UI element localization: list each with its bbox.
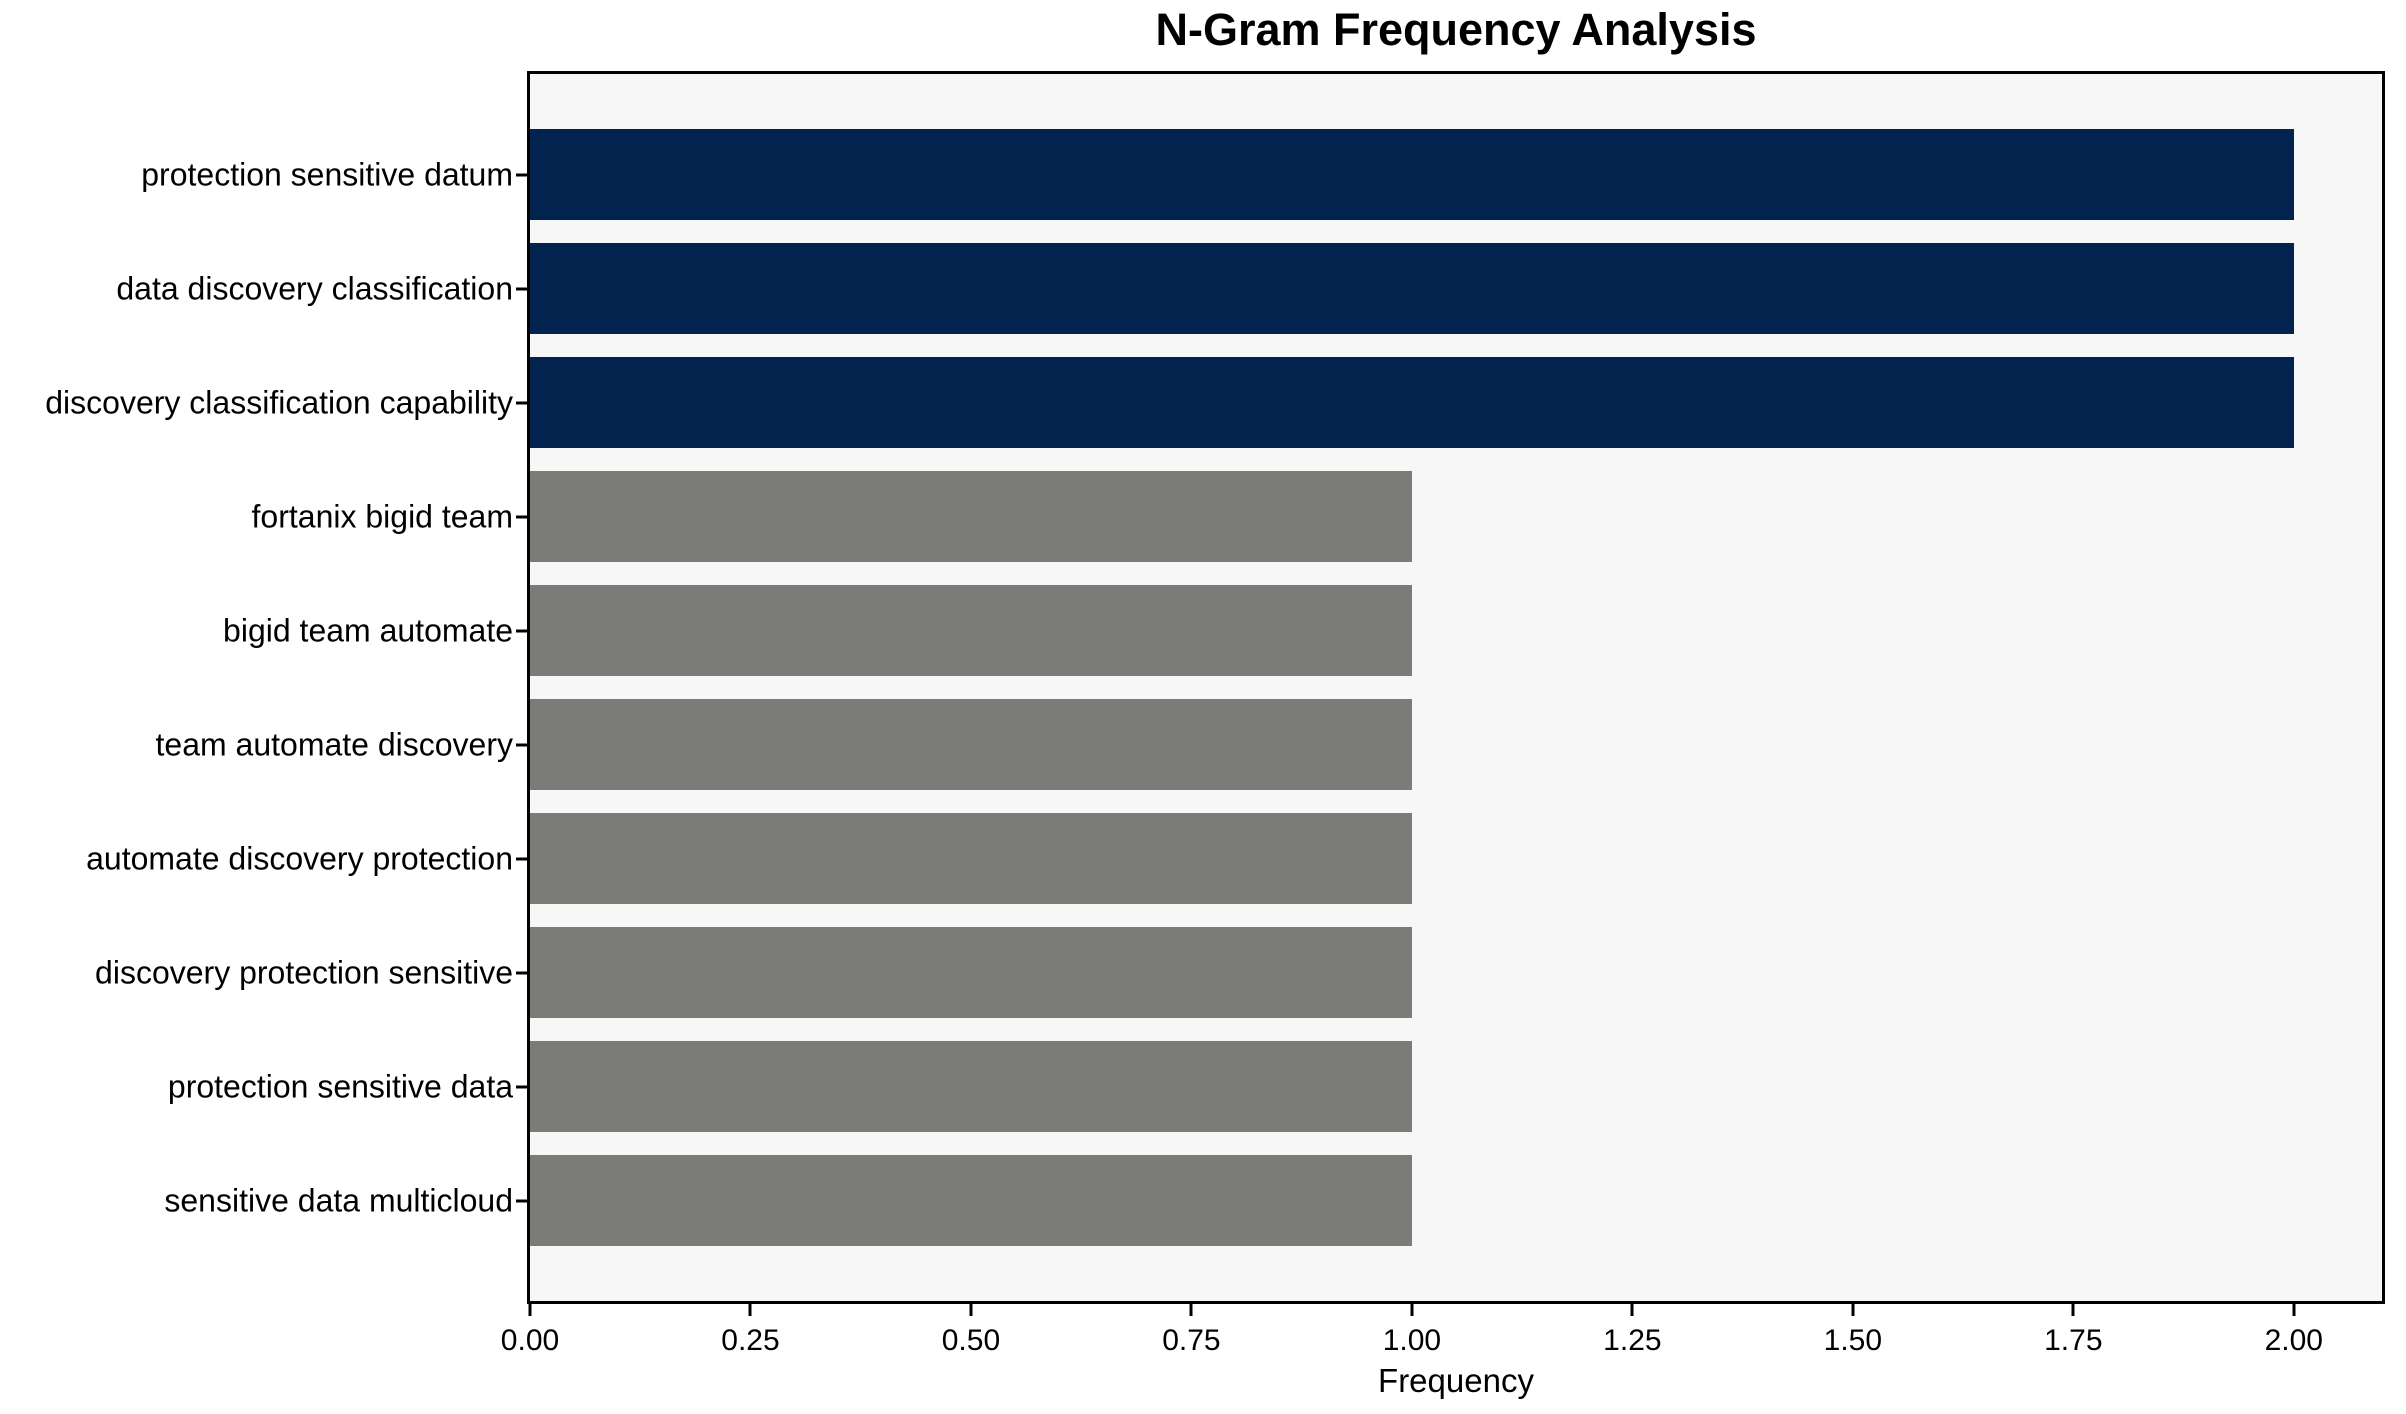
x-tick-label: 0.25: [721, 1324, 780, 1357]
x-tick-mark: [2292, 1304, 2296, 1316]
y-tick-mark: [516, 743, 527, 746]
y-tick-label: bigid team automate: [223, 612, 513, 648]
x-tick-mark: [528, 1304, 532, 1316]
y-tick-label: data discovery classification: [116, 270, 513, 306]
bar: [530, 243, 2294, 334]
plot-area: [527, 71, 2385, 1304]
bar: [530, 471, 1412, 562]
x-axis-label: Frequency: [1378, 1362, 1534, 1399]
y-tick-label: sensitive data multicloud: [164, 1182, 513, 1218]
x-tick-label: 1.00: [1382, 1324, 1442, 1357]
bar: [530, 357, 2294, 448]
y-tick-mark: [516, 287, 527, 290]
y-tick-mark: [516, 971, 527, 974]
y-tick-mark: [516, 1199, 527, 1202]
x-tick-label: 0.50: [941, 1324, 1001, 1357]
bar: [530, 813, 1412, 904]
x-tick-mark: [1851, 1304, 1855, 1316]
y-tick-label: protection sensitive datum: [141, 156, 513, 192]
y-tick-label: fortanix bigid team: [251, 498, 513, 534]
y-tick-mark: [516, 857, 527, 860]
y-tick-label: discovery classification capability: [45, 384, 513, 420]
chart-title: N-Gram Frequency Analysis: [1155, 4, 1757, 55]
y-tick-mark: [516, 629, 527, 632]
x-tick-mark: [2071, 1304, 2075, 1316]
bar: [530, 1041, 1412, 1132]
y-tick-mark: [516, 173, 527, 176]
bar: [530, 1155, 1412, 1246]
x-tick-mark: [1189, 1304, 1193, 1316]
bar: [530, 699, 1412, 790]
y-tick-mark: [516, 1085, 527, 1088]
x-tick-mark: [1630, 1304, 1634, 1316]
x-tick-label: 1.75: [2044, 1324, 2103, 1357]
x-tick-mark: [1410, 1304, 1414, 1316]
y-tick-label: automate discovery protection: [86, 840, 513, 876]
x-tick-mark: [969, 1304, 973, 1316]
bar: [530, 129, 2294, 220]
x-tick-label: 1.25: [1603, 1324, 1662, 1357]
x-tick-label: 0.00: [500, 1324, 560, 1357]
x-tick-label: 2.00: [2264, 1324, 2323, 1357]
bar: [530, 927, 1412, 1018]
y-tick-mark: [516, 515, 527, 518]
y-tick-label: team automate discovery: [155, 726, 514, 762]
x-tick-label: 0.75: [1162, 1324, 1221, 1357]
y-tick-label: protection sensitive data: [167, 1068, 513, 1104]
y-tick-label: discovery protection sensitive: [95, 954, 513, 990]
bar: [530, 585, 1412, 676]
x-tick-label: 1.50: [1823, 1324, 1883, 1357]
y-tick-mark: [516, 401, 527, 404]
x-tick-mark: [748, 1304, 752, 1316]
